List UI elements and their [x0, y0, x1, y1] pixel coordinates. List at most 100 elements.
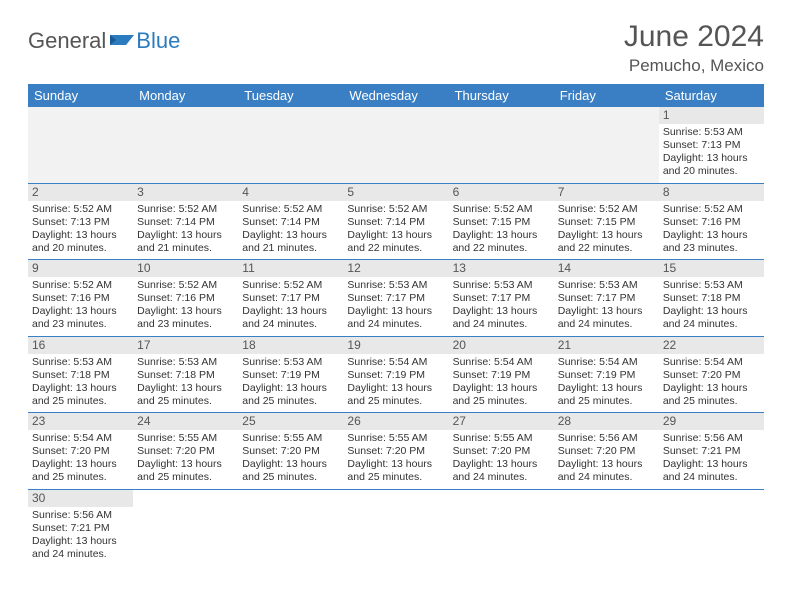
- calendar-cell-empty: [343, 489, 448, 565]
- sunrise-text: Sunrise: 5:55 AM: [242, 432, 339, 445]
- day-number: 3: [133, 184, 238, 201]
- day-number: 28: [554, 413, 659, 430]
- day-header: Wednesday: [343, 84, 448, 107]
- sunset-text: Sunset: 7:20 PM: [242, 445, 339, 458]
- calendar-cell-empty: [133, 489, 238, 565]
- daylight-text: and 20 minutes.: [32, 242, 129, 255]
- daylight-text: Daylight: 13 hours: [347, 458, 444, 471]
- daylight-text: and 25 minutes.: [663, 395, 760, 408]
- daylight-text: and 25 minutes.: [242, 395, 339, 408]
- sunrise-text: Sunrise: 5:52 AM: [32, 203, 129, 216]
- sunrise-text: Sunrise: 5:52 AM: [137, 279, 234, 292]
- sunrise-text: Sunrise: 5:56 AM: [663, 432, 760, 445]
- daylight-text: and 25 minutes.: [32, 471, 129, 484]
- sunset-text: Sunset: 7:17 PM: [347, 292, 444, 305]
- sunset-text: Sunset: 7:20 PM: [347, 445, 444, 458]
- daylight-text: Daylight: 13 hours: [242, 229, 339, 242]
- calendar-cell: 4Sunrise: 5:52 AMSunset: 7:14 PMDaylight…: [238, 183, 343, 260]
- sunrise-text: Sunrise: 5:53 AM: [242, 356, 339, 369]
- daylight-text: Daylight: 13 hours: [32, 382, 129, 395]
- daylight-text: and 25 minutes.: [347, 471, 444, 484]
- daylight-text: Daylight: 13 hours: [347, 229, 444, 242]
- day-header: Sunday: [28, 84, 133, 107]
- daylight-text: Daylight: 13 hours: [663, 152, 760, 165]
- daylight-text: and 22 minutes.: [347, 242, 444, 255]
- sunset-text: Sunset: 7:17 PM: [558, 292, 655, 305]
- calendar-cell: 15Sunrise: 5:53 AMSunset: 7:18 PMDayligh…: [659, 260, 764, 337]
- sunrise-text: Sunrise: 5:53 AM: [137, 356, 234, 369]
- day-number: 14: [554, 260, 659, 277]
- calendar-cell: 8Sunrise: 5:52 AMSunset: 7:16 PMDaylight…: [659, 183, 764, 260]
- sunset-text: Sunset: 7:20 PM: [32, 445, 129, 458]
- daylight-text: and 21 minutes.: [242, 242, 339, 255]
- location-label: Pemucho, Mexico: [624, 56, 764, 76]
- calendar-cell: 11Sunrise: 5:52 AMSunset: 7:17 PMDayligh…: [238, 260, 343, 337]
- daylight-text: and 24 minutes.: [663, 471, 760, 484]
- sunset-text: Sunset: 7:19 PM: [242, 369, 339, 382]
- daylight-text: Daylight: 13 hours: [347, 305, 444, 318]
- sunrise-text: Sunrise: 5:52 AM: [137, 203, 234, 216]
- sunset-text: Sunset: 7:14 PM: [242, 216, 339, 229]
- sunrise-text: Sunrise: 5:53 AM: [453, 279, 550, 292]
- sunset-text: Sunset: 7:14 PM: [347, 216, 444, 229]
- calendar-cell: 30Sunrise: 5:56 AMSunset: 7:21 PMDayligh…: [28, 489, 133, 565]
- calendar-cell: 3Sunrise: 5:52 AMSunset: 7:14 PMDaylight…: [133, 183, 238, 260]
- daylight-text: and 24 minutes.: [453, 471, 550, 484]
- daylight-text: Daylight: 13 hours: [242, 382, 339, 395]
- day-number: 1: [659, 107, 764, 124]
- calendar-row: 9 Sunrise: 5:52 AMSunset: 7:16 PM Daylight…: [28, 260, 764, 337]
- daylight-text: Daylight: 13 hours: [558, 382, 655, 395]
- daylight-text: and 25 minutes.: [347, 395, 444, 408]
- calendar-cell: 17Sunrise: 5:53 AMSunset: 7:18 PMDayligh…: [133, 336, 238, 413]
- day-number: 16: [28, 337, 133, 354]
- sunset-text: Sunset: 7:13 PM: [32, 216, 129, 229]
- sunset-text: Sunset: 7:19 PM: [453, 369, 550, 382]
- logo-text-general: General: [28, 28, 106, 54]
- calendar-cell-empty: [343, 107, 448, 183]
- calendar-cell-empty: [554, 107, 659, 183]
- day-number: 29: [659, 413, 764, 430]
- sunrise-text: Sunrise: 5:55 AM: [137, 432, 234, 445]
- sunset-text: Sunset: 7:17 PM: [453, 292, 550, 305]
- sunset-text: Sunset: 7:21 PM: [663, 445, 760, 458]
- sunrise-text: Sunrise: 5:56 AM: [32, 509, 129, 522]
- daylight-text: and 23 minutes.: [663, 242, 760, 255]
- sunset-text: Sunset: 7:15 PM: [558, 216, 655, 229]
- day-number: 24: [133, 413, 238, 430]
- calendar-cell-empty: [238, 107, 343, 183]
- day-number: 6: [449, 184, 554, 201]
- sunrise-text: Sunrise: 5:56 AM: [558, 432, 655, 445]
- calendar-cell: 24 Sunrise: 5:55 AMSunset: 7:20 PMDayligh…: [133, 413, 238, 490]
- day-number: 22: [659, 337, 764, 354]
- day-number: 18: [238, 337, 343, 354]
- daylight-text: and 23 minutes.: [137, 318, 234, 331]
- daylight-text: Daylight: 13 hours: [558, 458, 655, 471]
- title-area: June 2024 Pemucho, Mexico: [624, 20, 764, 76]
- calendar-cell: 27Sunrise: 5:55 AMSunset: 7:20 PMDayligh…: [449, 413, 554, 490]
- sunset-text: Sunset: 7:20 PM: [137, 445, 234, 458]
- daylight-text: and 20 minutes.: [663, 165, 760, 178]
- calendar-cell: 6Sunrise: 5:52 AMSunset: 7:15 PMDaylight…: [449, 183, 554, 260]
- calendar-table: SundayMondayTuesdayWednesdayThursdayFrid…: [28, 84, 764, 565]
- calendar-cell-empty: [659, 489, 764, 565]
- calendar-row: 23Sunrise: 5:54 AMSunset: 7:20 PMDayligh…: [28, 413, 764, 490]
- daylight-text: Daylight: 13 hours: [137, 458, 234, 471]
- sunrise-text: Sunrise: 5:54 AM: [663, 356, 760, 369]
- sunrise-text: Sunrise: 5:53 AM: [347, 279, 444, 292]
- daylight-text: and 24 minutes.: [453, 318, 550, 331]
- calendar-cell: 23Sunrise: 5:54 AMSunset: 7:20 PMDayligh…: [28, 413, 133, 490]
- calendar-cell: 7Sunrise: 5:52 AMSunset: 7:15 PMDaylight…: [554, 183, 659, 260]
- daylight-text: and 25 minutes.: [137, 471, 234, 484]
- day-number: 9: [28, 260, 133, 277]
- daylight-text: and 24 minutes.: [32, 548, 129, 561]
- day-number: 23: [28, 413, 133, 430]
- sunrise-text: Sunrise: 5:54 AM: [32, 432, 129, 445]
- sunrise-text: Sunrise: 5:54 AM: [453, 356, 550, 369]
- calendar-cell: 5Sunrise: 5:52 AMSunset: 7:14 PMDaylight…: [343, 183, 448, 260]
- calendar-cell: 2Sunrise: 5:52 AMSunset: 7:13 PMDaylight…: [28, 183, 133, 260]
- sunset-text: Sunset: 7:16 PM: [137, 292, 234, 305]
- daylight-text: Daylight: 13 hours: [558, 305, 655, 318]
- sunrise-text: Sunrise: 5:52 AM: [453, 203, 550, 216]
- calendar-cell-empty: [238, 489, 343, 565]
- sunset-text: Sunset: 7:18 PM: [137, 369, 234, 382]
